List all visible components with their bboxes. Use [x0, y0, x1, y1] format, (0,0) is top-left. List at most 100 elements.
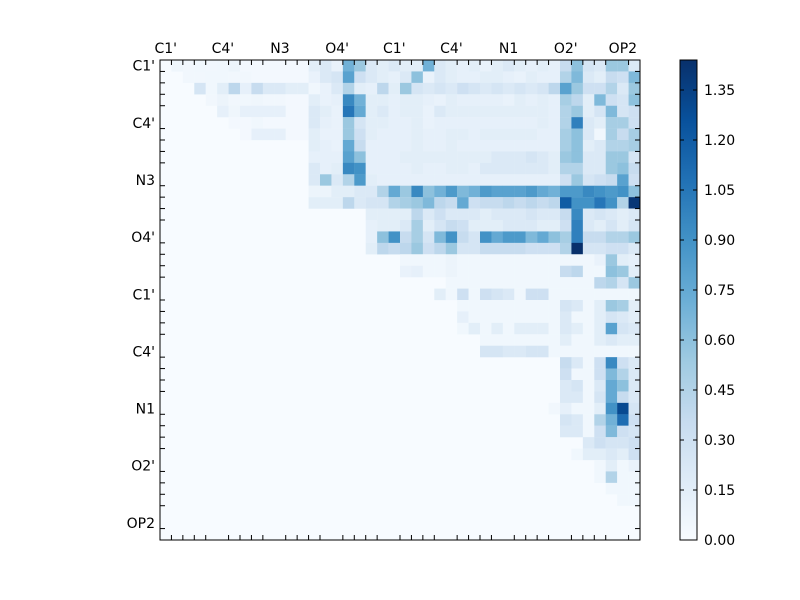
heatmap-cell	[548, 197, 561, 209]
heatmap-cell	[548, 162, 561, 175]
heatmap-cell	[525, 277, 538, 289]
heatmap-cell	[560, 368, 572, 381]
heatmap-cell	[468, 231, 481, 244]
heatmap-cell	[502, 322, 515, 335]
heatmap-cell	[468, 242, 481, 255]
x-tick-labels: C1' C4' N3 O4' C1' C4' N1 O2' OP2	[154, 41, 637, 57]
heatmap-cell	[502, 311, 515, 324]
heatmap-cell	[228, 60, 241, 72]
heatmap-cell	[582, 437, 595, 449]
heatmap-cell	[331, 185, 344, 198]
heatmap-cell	[365, 185, 378, 198]
heatmap-cell	[480, 288, 492, 301]
heatmap-cell	[525, 117, 538, 129]
heatmap-cell	[537, 345, 549, 358]
heatmap-cell	[605, 300, 618, 312]
heatmap-cell	[434, 71, 446, 84]
heatmap-cell	[205, 71, 218, 84]
heatmap-cell	[445, 220, 458, 232]
heatmap-cell	[617, 311, 629, 324]
heatmap-cell	[582, 265, 595, 278]
heatmap-cell	[491, 197, 504, 209]
heatmap-cell	[457, 94, 469, 106]
heatmap-cell	[434, 208, 446, 221]
heatmap-cell	[342, 117, 355, 129]
heatmap-cell	[628, 174, 641, 186]
heatmap-cell	[411, 117, 424, 129]
heatmap-cell	[320, 82, 332, 95]
heatmap-cell	[457, 277, 469, 289]
heatmap-cell	[262, 117, 275, 129]
heatmap-cell	[434, 151, 446, 164]
heatmap-cell	[605, 437, 618, 449]
heatmap-cell	[628, 162, 641, 175]
heatmap-cell	[445, 265, 458, 278]
heatmap-cell	[365, 231, 378, 244]
heatmap-cell	[525, 300, 538, 312]
heatmap-cell	[411, 208, 424, 221]
heatmap-cell	[605, 368, 618, 381]
heatmap-cell	[342, 82, 355, 95]
heatmap-cell	[480, 117, 492, 129]
y-tick-label: C4'	[132, 344, 155, 360]
heatmap-cell	[525, 220, 538, 232]
colorbar-tick-label: 1.05	[704, 183, 735, 199]
heatmap-cell	[457, 151, 469, 164]
heatmap-cell	[445, 254, 458, 266]
heatmap-cell	[468, 208, 481, 221]
heatmap-cell	[582, 151, 595, 164]
heatmap-cell	[605, 425, 618, 438]
heatmap-cell	[548, 242, 561, 255]
heatmap-cell	[400, 220, 412, 232]
plot-frame	[159, 59, 641, 541]
heatmap-cell	[228, 94, 241, 106]
heatmap-cell	[537, 82, 549, 95]
heatmap-cell	[617, 242, 629, 255]
heatmap-cell	[491, 265, 504, 278]
heatmap-cell	[422, 162, 435, 175]
heatmap-cell	[457, 220, 469, 232]
heatmap-cell	[628, 494, 641, 506]
heatmap-cell	[411, 162, 424, 175]
heatmap-cell	[537, 277, 549, 289]
heatmap-cell	[571, 288, 584, 301]
heatmap-cell	[628, 482, 641, 495]
heatmap-cell	[480, 151, 492, 164]
heatmap-cell	[548, 128, 561, 141]
heatmap-cell	[582, 391, 595, 404]
heatmap-cell	[582, 185, 595, 198]
heatmap-cell	[308, 140, 321, 152]
heatmap-cell	[377, 71, 389, 84]
heatmap-cell	[400, 140, 412, 152]
heatmap-cell	[628, 425, 641, 438]
heatmap-cell	[605, 231, 618, 244]
heatmap-cell	[377, 117, 389, 129]
heatmap-cell	[480, 254, 492, 266]
heatmap-cell	[548, 117, 561, 129]
heatmap-cell	[560, 425, 572, 438]
heatmap-cell	[480, 140, 492, 152]
heatmap-cell	[468, 151, 481, 164]
heatmap-cell	[514, 242, 526, 255]
heatmap-cell	[548, 151, 561, 164]
heatmap-cell	[491, 288, 504, 301]
heatmap-cell	[285, 128, 298, 141]
heatmap-cell	[548, 94, 561, 106]
heatmap-cell	[457, 311, 469, 324]
heatmap-cell	[605, 60, 618, 72]
heatmap-cell	[354, 185, 366, 198]
heatmap-cell	[514, 82, 526, 95]
heatmap-cell	[628, 288, 641, 301]
heatmap-cell	[205, 60, 218, 72]
heatmap-cell	[331, 151, 344, 164]
heatmap-cell	[628, 414, 641, 426]
heatmap-cell	[480, 300, 492, 312]
heatmap-cell	[491, 254, 504, 266]
heatmap-cell	[548, 140, 561, 152]
heatmap-cell	[628, 402, 641, 415]
heatmap-cell	[491, 140, 504, 152]
heatmap-cell	[468, 288, 481, 301]
colorbar-tick-label: 0.15	[704, 483, 735, 499]
heatmap-cell	[617, 94, 629, 106]
heatmap-cell	[537, 71, 549, 84]
